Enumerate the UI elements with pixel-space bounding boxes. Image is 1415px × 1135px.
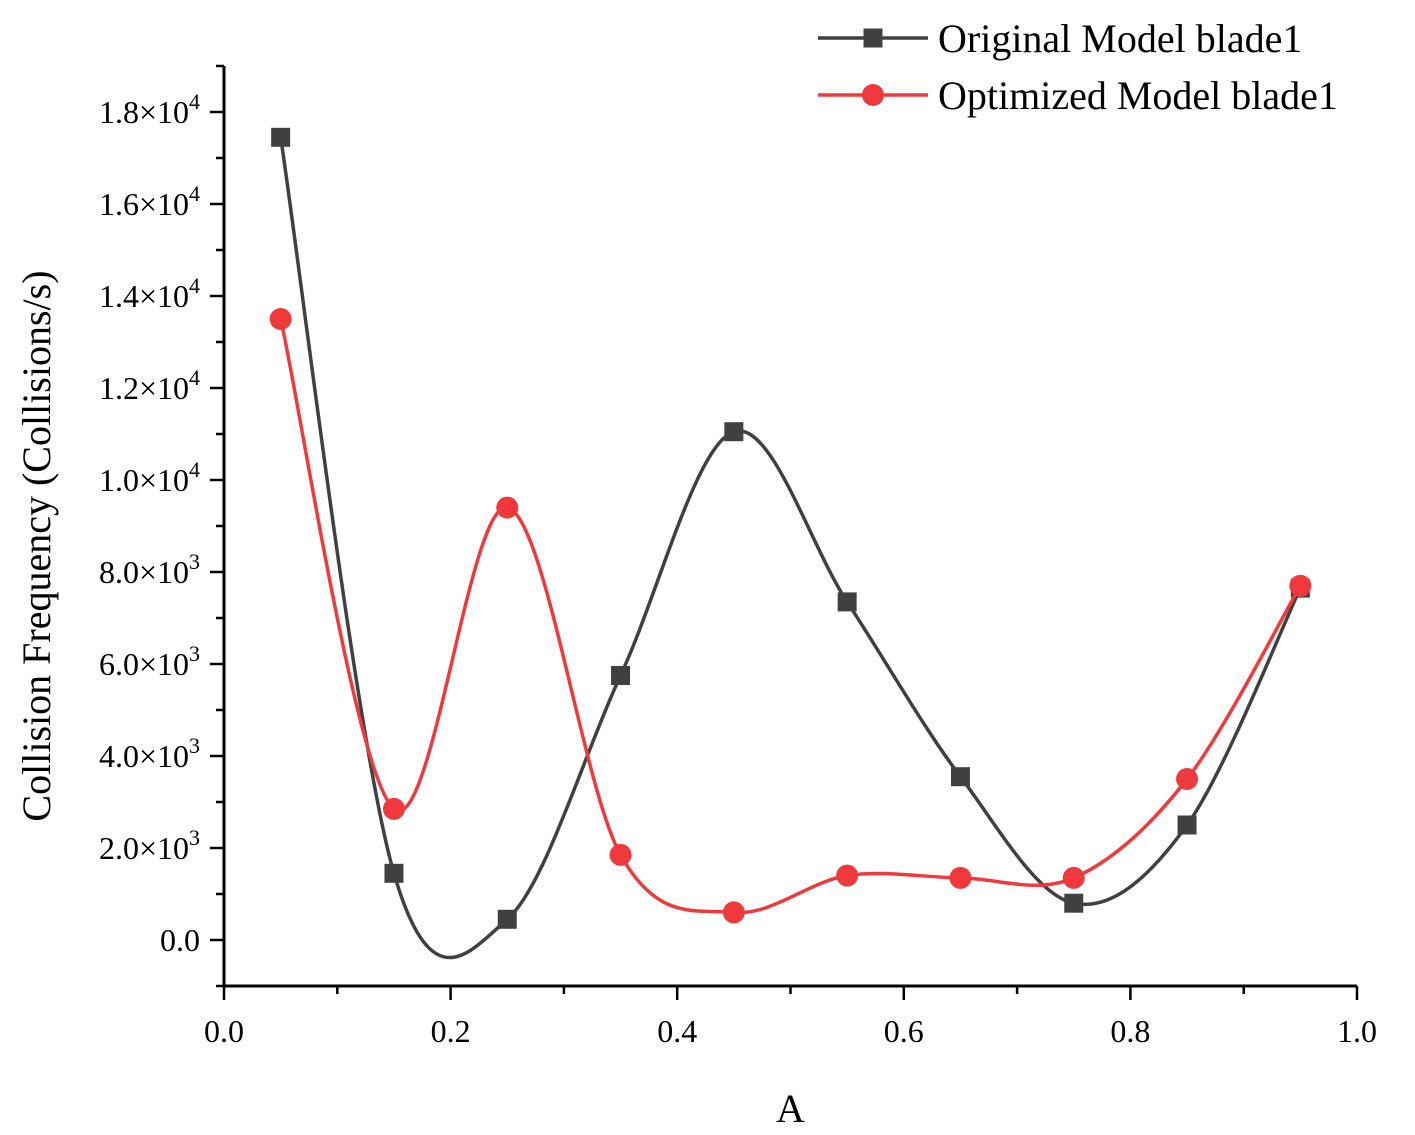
x-tick-label: 0.2: [431, 1013, 471, 1049]
data-point-circle: [836, 864, 859, 887]
x-tick-label: 0.0: [204, 1013, 244, 1049]
y-tick-label: 1.4×104: [99, 273, 200, 314]
data-point-circle: [722, 901, 745, 924]
legend-label: Optimized Model blade1: [938, 73, 1338, 118]
series-2: [269, 308, 1312, 924]
y-tick-label: 1.6×104: [99, 181, 200, 222]
y-tick-label: 4.0×103: [99, 733, 200, 774]
data-point-square: [497, 909, 517, 929]
x-axis-title: A: [776, 1086, 805, 1131]
data-point-circle: [949, 866, 972, 889]
axes: [222, 66, 1357, 988]
x-tick-label: 0.6: [884, 1013, 924, 1049]
data-point-circle: [1176, 768, 1199, 790]
data-point-circle: [496, 496, 519, 519]
data-point-square: [1064, 893, 1084, 913]
data-point-circle: [609, 843, 632, 866]
data-point-square: [1177, 815, 1197, 835]
series-layer: [269, 127, 1312, 960]
y-tick-label: 1.8×104: [99, 89, 200, 130]
x-tick-label: 1.0: [1337, 1013, 1377, 1049]
y-axis-title: Collision Frequency (Collisions/s): [14, 270, 59, 821]
y-tick-label: 1.0×104: [99, 457, 200, 498]
series-1: [271, 127, 1310, 960]
series-line: [278, 137, 1302, 960]
y-tick-label: 8.0×103: [99, 549, 200, 590]
data-point-square: [724, 422, 744, 442]
y-tick-label: 1.2×104: [99, 365, 200, 406]
data-point-square: [384, 863, 404, 883]
x-axis-ticks: 0.0 0.2 0.4 0.6 0.8 1.0: [204, 986, 1377, 1049]
data-point-square: [950, 767, 970, 787]
legend-marker-circle: [862, 84, 884, 106]
legend: Original Model blade1 Optimized Model bla…: [818, 16, 1338, 118]
series-line: [278, 318, 1302, 915]
y-tick-label: 0.0: [160, 922, 200, 958]
data-point-circle: [382, 797, 405, 820]
data-point-square: [271, 127, 291, 147]
data-point-square: [837, 592, 857, 612]
data-point-square: [611, 666, 631, 685]
y-tick-label: 2.0×103: [99, 825, 200, 866]
data-point-circle: [1062, 866, 1085, 889]
legend-item: Optimized Model blade1: [818, 73, 1338, 118]
x-tick-label: 0.8: [1110, 1013, 1150, 1049]
legend-item: Original Model blade1: [818, 16, 1302, 61]
y-tick-label: 6.0×103: [99, 641, 200, 682]
data-point-circle: [269, 308, 292, 330]
legend-label: Original Model blade1: [938, 16, 1302, 61]
data-point-circle: [1289, 574, 1312, 597]
legend-marker-square: [863, 28, 883, 48]
y-axis-ticks: 0.0 2.0×103 4.0×103 6.0×103 8.0×103 1.0×104 1.…: [99, 64, 224, 988]
x-tick-label: 0.4: [657, 1013, 697, 1049]
